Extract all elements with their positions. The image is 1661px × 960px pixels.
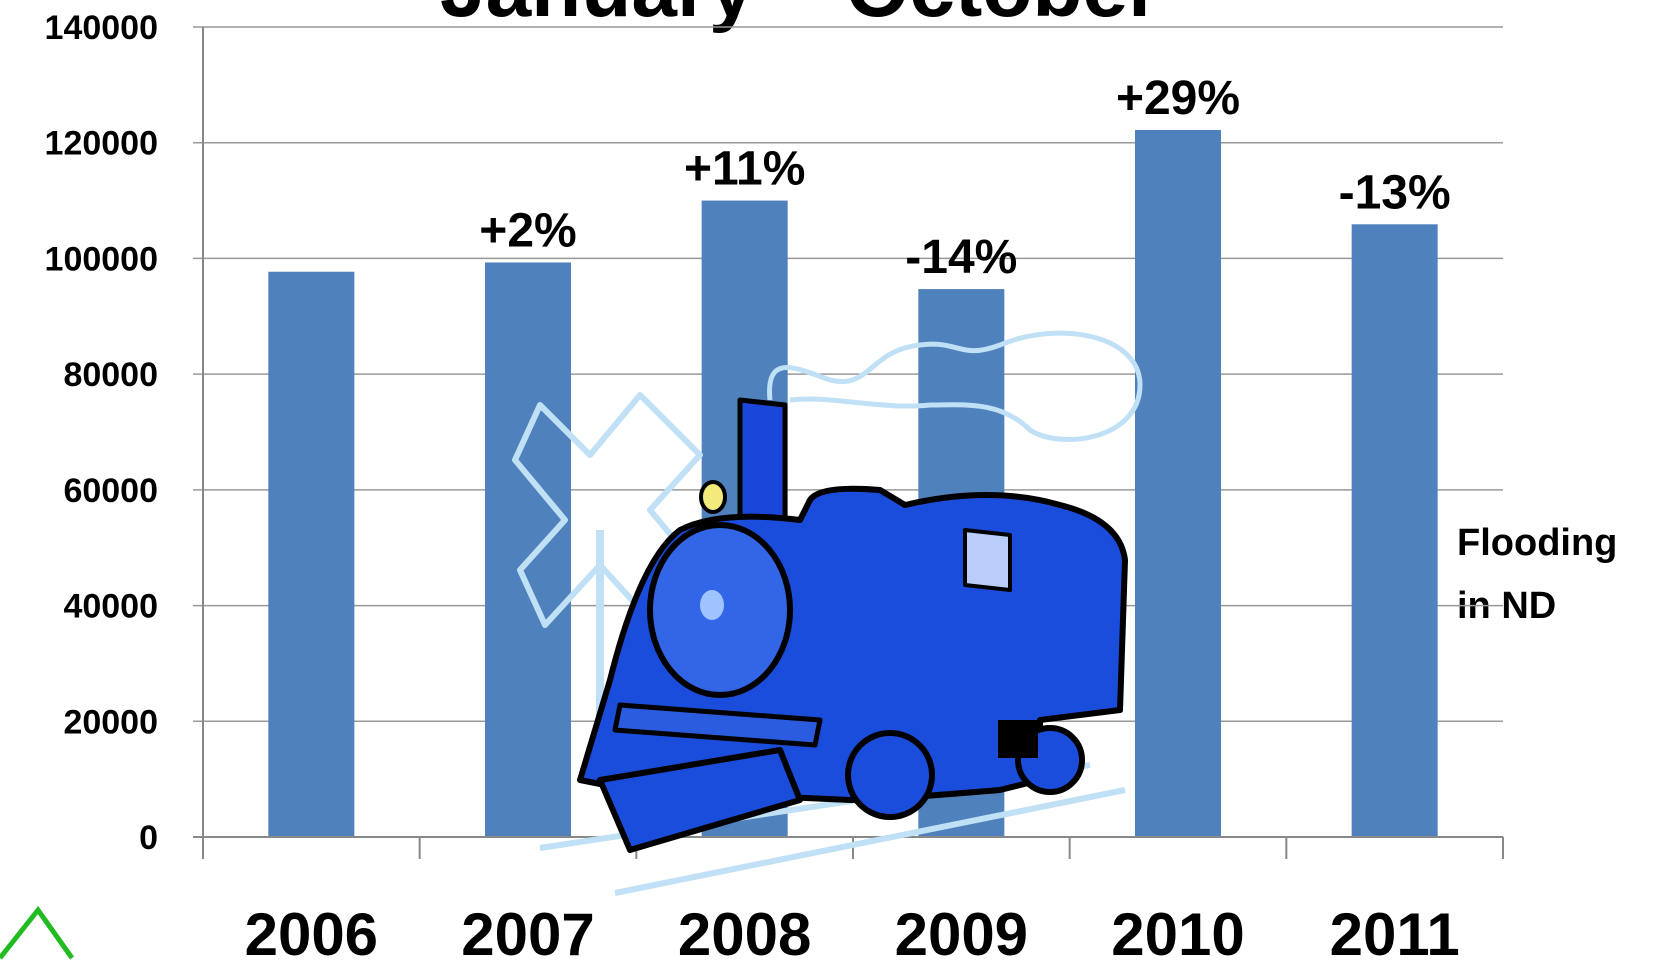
cab-detail xyxy=(998,720,1038,758)
x-tick-label: 2011 xyxy=(1330,901,1460,960)
smoke xyxy=(767,330,1143,442)
corner-logo xyxy=(0,905,75,960)
y-tick-label: 60000 xyxy=(63,472,158,510)
wheel-1 xyxy=(845,730,935,820)
y-tick-label: 0 xyxy=(139,819,158,857)
bar xyxy=(268,271,355,837)
chart-title: January – October xyxy=(440,0,1160,34)
running-board xyxy=(612,702,823,748)
y-tick-label: 40000 xyxy=(63,588,158,626)
change-label: -13% xyxy=(1339,166,1451,219)
rail-2 xyxy=(614,787,1126,896)
bar xyxy=(1135,129,1221,837)
bar xyxy=(1351,224,1438,838)
y-tick-label: 80000 xyxy=(63,356,158,394)
note-line-1: Flooding xyxy=(1457,522,1617,564)
x-tick-label: 2007 xyxy=(461,901,594,960)
lamp xyxy=(699,480,727,514)
y-tick-label: 120000 xyxy=(45,125,158,163)
change-label: +29% xyxy=(1116,72,1240,125)
change-label: +11% xyxy=(684,143,805,196)
x-tick-label: 2006 xyxy=(245,901,378,960)
headlight xyxy=(700,590,724,620)
cab-window xyxy=(963,528,1012,592)
bar xyxy=(485,262,571,837)
x-tick-label: 2010 xyxy=(1111,901,1244,960)
y-tick-label: 20000 xyxy=(63,703,158,741)
train-clipart xyxy=(512,330,1143,896)
x-tick-label: 2009 xyxy=(895,901,1028,960)
y-tick-label: 140000 xyxy=(45,9,158,47)
y-tick-label: 100000 xyxy=(45,240,158,278)
change-label: +2% xyxy=(479,204,576,257)
cowcatcher xyxy=(597,747,803,853)
change-label: -14% xyxy=(905,231,1017,284)
x-tick-label: 2008 xyxy=(678,901,811,960)
